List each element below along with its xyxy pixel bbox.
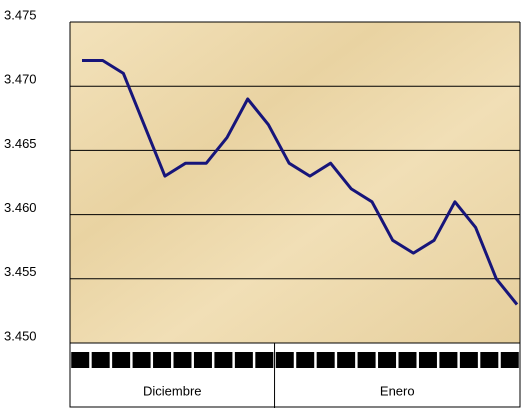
x-tick-label-glyph bbox=[398, 352, 417, 368]
x-group-label: Enero bbox=[380, 383, 415, 398]
x-group-label: Diciembre bbox=[143, 383, 202, 398]
y-tick-label: 3.475 bbox=[4, 7, 37, 22]
x-tick-label-glyph bbox=[234, 352, 253, 368]
x-tick-label-glyph bbox=[459, 352, 478, 368]
x-tick-label-glyph bbox=[439, 352, 458, 368]
plot-area bbox=[70, 22, 520, 343]
y-tick-label: 3.450 bbox=[4, 328, 37, 343]
x-tick-label-glyph bbox=[500, 352, 519, 368]
data-line bbox=[82, 59, 519, 306]
x-tick-label-glyph bbox=[275, 352, 294, 368]
x-tick-label-glyph bbox=[337, 352, 356, 368]
y-tick-label: 3.460 bbox=[4, 200, 37, 215]
x-tick-label-glyph bbox=[71, 352, 90, 368]
x-tick-label-glyph bbox=[480, 352, 499, 368]
x-tick-label-glyph bbox=[214, 352, 233, 368]
x-tick-label-glyph bbox=[153, 352, 172, 368]
y-tick-label: 3.465 bbox=[4, 136, 37, 151]
x-tick-label-glyph bbox=[378, 352, 397, 368]
x-tick-label-glyph bbox=[255, 352, 274, 368]
x-tick-label-glyph bbox=[173, 352, 192, 368]
x-tick-label-glyph bbox=[193, 352, 212, 368]
y-tick-label: 3.470 bbox=[4, 72, 37, 87]
x-tick-label-glyph bbox=[316, 352, 335, 368]
x-tick-label-glyph bbox=[296, 352, 315, 368]
x-tick-label-glyph bbox=[112, 352, 131, 368]
x-tick-label-glyph bbox=[357, 352, 376, 368]
y-tick-label: 3.455 bbox=[4, 264, 37, 279]
x-tick-label-glyph bbox=[418, 352, 437, 368]
x-tick-label-glyph bbox=[91, 352, 110, 368]
x-tick-label-glyph bbox=[132, 352, 151, 368]
